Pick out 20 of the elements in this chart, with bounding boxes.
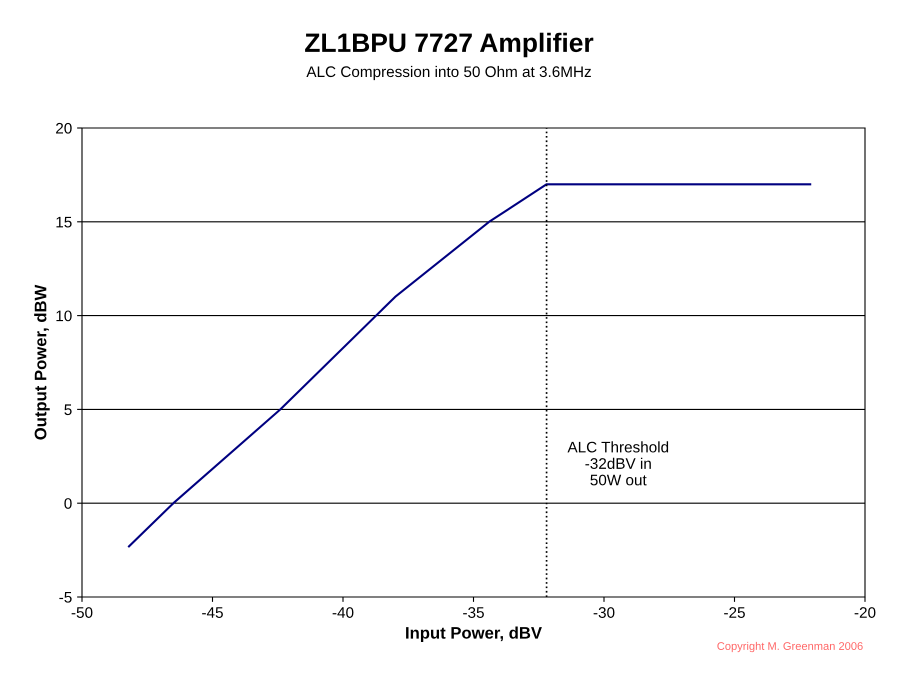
text: Copyright M. Greenman 2006 bbox=[717, 642, 863, 652]
chart-subtitle: ALC Compression into 50 Ohm at 3.6MHz bbox=[306, 66, 591, 80]
line-series bbox=[128, 183, 812, 548]
x-axis-title: Input Power, dBV bbox=[406, 626, 542, 642]
y-tick-label: 15 bbox=[56, 216, 72, 228]
chart-title: ZL1BPU 7727 Amplifier bbox=[305, 32, 594, 58]
y-tick-label: -5 bbox=[59, 592, 72, 603]
x-tick-label: -25 bbox=[724, 607, 745, 618]
x-tick-label: -35 bbox=[463, 607, 484, 618]
x-tick-label: -20 bbox=[854, 607, 876, 618]
y-axis-title: Output Power, dBW bbox=[34, 284, 50, 440]
y-tick-label: 5 bbox=[64, 404, 72, 416]
x-tick-label: -45 bbox=[202, 607, 223, 618]
y-tick-label: 0 bbox=[64, 498, 72, 509]
y-tick-label: 10 bbox=[56, 310, 72, 322]
x-tick-label: -50 bbox=[72, 607, 92, 618]
x-tick-label: -30 bbox=[594, 607, 614, 618]
x-tick-label: -40 bbox=[332, 607, 354, 618]
ref-line-label: ALC Threshold -32dBV in 50W out bbox=[567, 441, 668, 486]
y-tick-label: 20 bbox=[56, 122, 72, 134]
